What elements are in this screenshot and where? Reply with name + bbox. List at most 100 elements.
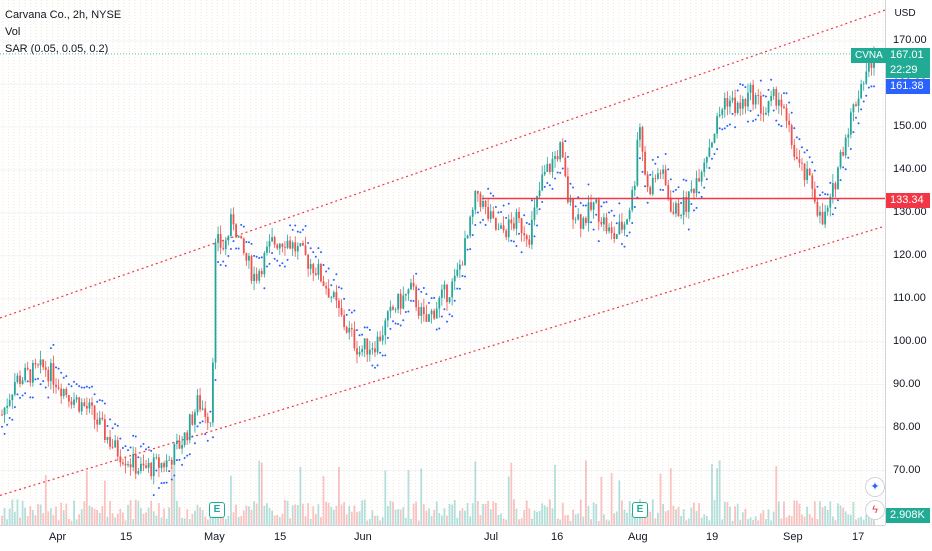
candle-body bbox=[1, 414, 3, 416]
volume-bar bbox=[867, 510, 870, 525]
volume-bar bbox=[93, 508, 96, 525]
channel-upper bbox=[0, 9, 885, 319]
candle-body bbox=[801, 162, 803, 164]
earnings-badge[interactable]: E bbox=[209, 502, 225, 518]
volume-bar bbox=[528, 508, 531, 525]
sar-dot bbox=[551, 187, 554, 190]
volume-bar bbox=[453, 499, 456, 525]
sar-dot bbox=[510, 239, 513, 242]
candle-body bbox=[561, 142, 564, 158]
candle-body bbox=[631, 190, 634, 211]
candle-body bbox=[170, 459, 173, 465]
volume-bar bbox=[690, 507, 693, 525]
candle-body bbox=[867, 59, 870, 72]
volume-bar bbox=[296, 505, 299, 525]
candle-body bbox=[793, 145, 796, 157]
volume-bar bbox=[155, 515, 158, 525]
sar-dot bbox=[638, 157, 641, 160]
sar-dot bbox=[145, 448, 148, 451]
sar-dot bbox=[358, 334, 361, 337]
sar-dot bbox=[754, 118, 757, 121]
candle-body bbox=[855, 104, 857, 106]
candle-body bbox=[258, 271, 261, 281]
legend-volume[interactable]: Vol bbox=[5, 26, 21, 38]
volume-bar bbox=[410, 518, 412, 525]
volume-bar bbox=[546, 506, 549, 525]
volume-bar bbox=[227, 515, 230, 525]
currency-label[interactable]: USD bbox=[894, 8, 916, 19]
candle-body bbox=[461, 264, 464, 266]
sar-dot bbox=[175, 459, 178, 462]
sar-dot bbox=[343, 297, 346, 300]
sar-dot bbox=[734, 126, 737, 129]
candle-body bbox=[137, 471, 140, 474]
volume-bar bbox=[348, 505, 351, 525]
sar-dot bbox=[314, 255, 317, 258]
sar-dot bbox=[204, 433, 207, 436]
lightning-icon[interactable]: ϟ bbox=[866, 501, 884, 519]
candle-body bbox=[502, 225, 505, 231]
legend-sar[interactable]: SAR (0.05, 0.05, 0.2) bbox=[5, 43, 109, 55]
candle-body bbox=[489, 211, 492, 219]
compass-icon[interactable]: ✦ bbox=[866, 478, 884, 496]
volume-bar bbox=[456, 517, 459, 525]
volume-bar bbox=[381, 517, 384, 525]
candle-body bbox=[132, 454, 135, 468]
sar-dot bbox=[857, 122, 860, 125]
volume-bar bbox=[194, 510, 196, 525]
volume-bar bbox=[759, 513, 762, 525]
sar-dot bbox=[854, 116, 857, 119]
volume-bar bbox=[855, 519, 857, 525]
candle-body bbox=[214, 242, 217, 363]
sar-dot bbox=[680, 201, 683, 204]
candle-body bbox=[765, 112, 767, 115]
sar-dot bbox=[592, 228, 595, 231]
sar-dot bbox=[417, 288, 420, 291]
sar-dot bbox=[816, 185, 819, 188]
candle-body bbox=[757, 94, 760, 96]
volume-bar bbox=[698, 503, 700, 525]
candle-body bbox=[837, 167, 839, 190]
candle-body bbox=[230, 214, 232, 236]
sar-dot bbox=[119, 437, 122, 440]
candle-body bbox=[3, 407, 6, 415]
price-chart[interactable] bbox=[0, 0, 885, 525]
candle-body bbox=[96, 419, 99, 425]
candle-body bbox=[191, 414, 194, 425]
sar-dot bbox=[615, 222, 618, 225]
candle-body bbox=[302, 243, 304, 246]
candle-body bbox=[451, 281, 454, 298]
sar-dot bbox=[528, 223, 531, 226]
candle-body bbox=[559, 142, 562, 160]
sar-dot bbox=[155, 469, 158, 472]
volume-bar bbox=[422, 504, 425, 525]
volume-bar bbox=[350, 511, 353, 525]
candle-body bbox=[6, 405, 9, 408]
volume-bar bbox=[533, 510, 536, 525]
sar-dot bbox=[608, 211, 611, 214]
earnings-badge[interactable]: E bbox=[632, 502, 648, 518]
sar-dot bbox=[142, 442, 145, 445]
candle-body bbox=[176, 440, 178, 445]
price-tick-label: 120.00 bbox=[893, 248, 927, 261]
volume-bar bbox=[788, 515, 791, 525]
candle-body bbox=[446, 284, 448, 302]
volume-bar bbox=[605, 519, 608, 525]
candle-body bbox=[857, 98, 860, 106]
volume-bar bbox=[636, 513, 639, 525]
volume-bar bbox=[574, 514, 577, 525]
candle-body bbox=[291, 242, 294, 249]
sar-dot bbox=[559, 171, 562, 174]
volume-bar bbox=[659, 473, 662, 525]
volume-bar bbox=[443, 508, 446, 525]
volume-bar bbox=[662, 504, 664, 525]
candle-body bbox=[729, 100, 731, 107]
volume-bar bbox=[821, 507, 824, 525]
volume-bar bbox=[471, 503, 474, 525]
volume-bar bbox=[42, 513, 45, 525]
volume-bar bbox=[309, 518, 312, 525]
volume-bar bbox=[111, 513, 114, 525]
time-scale[interactable] bbox=[0, 525, 885, 551]
legend-title[interactable]: Carvana Co., 2h, NYSE bbox=[5, 9, 122, 21]
chart-area[interactable]: Carvana Co., 2h, NYSE Vol SAR (0.05, 0.0… bbox=[0, 0, 885, 525]
